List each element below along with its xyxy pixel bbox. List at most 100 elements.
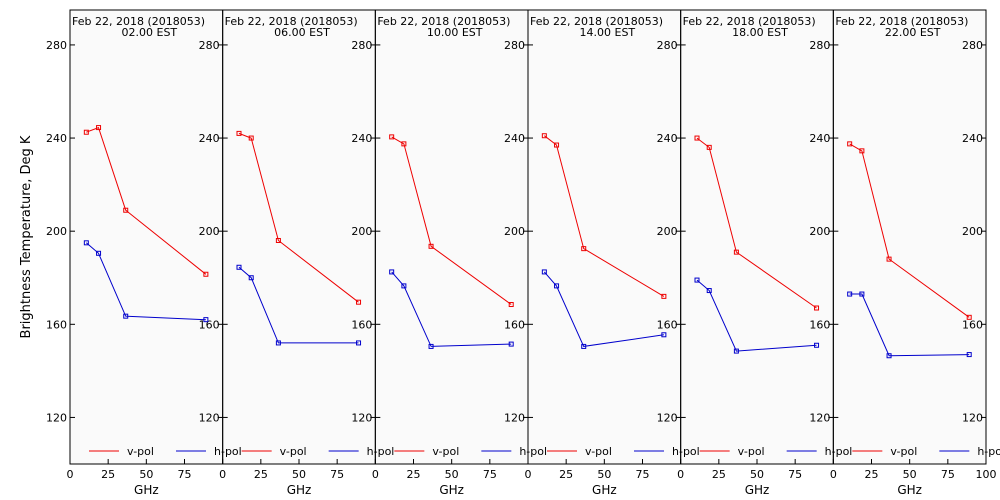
- y-tick-label: 120: [504, 411, 525, 424]
- y-tick-label: 200: [809, 225, 830, 238]
- y-tick-label-left: 200: [46, 225, 67, 238]
- x-axis-label: GHz: [897, 483, 922, 497]
- legend-label-v-pol: v-pol: [432, 445, 459, 458]
- y-tick-label: 160: [962, 318, 983, 331]
- legend-label-v-pol: v-pol: [280, 445, 307, 458]
- data-point-v-pol: [356, 299, 362, 305]
- y-tick-label: 280: [657, 39, 678, 52]
- series-line-v-pol: [543, 135, 665, 297]
- data-point-v-pol: [814, 305, 820, 311]
- x-tick-label: 0: [219, 468, 226, 481]
- x-tick-label: 75: [178, 468, 192, 481]
- panel-2: Feb 22, 2018 (2018053)06.00 EST 120 160 200…: [219, 9, 394, 497]
- data-point-h-pol: [706, 288, 712, 294]
- data-point-v-pol: [248, 135, 254, 141]
- series-line-v-pol: [849, 143, 970, 318]
- y-tick-label: 160: [504, 318, 525, 331]
- y-tick-label: 200: [351, 225, 372, 238]
- x-tick-label: 75: [483, 468, 497, 481]
- data-point-v-pol: [541, 133, 547, 139]
- x-tick-label: 75: [941, 468, 955, 481]
- x-tick-label: 75: [330, 468, 344, 481]
- data-point-h-pol: [96, 250, 102, 256]
- panel-6: Feb 22, 2018 (2018053)22.00 EST 120 160 200…: [830, 9, 1000, 497]
- data-point-h-pol: [581, 343, 587, 349]
- y-tick-label: 240: [504, 132, 525, 145]
- data-point-h-pol: [248, 275, 254, 281]
- x-tick-label: 0: [525, 468, 532, 481]
- data-point-v-pol: [428, 243, 434, 249]
- y-tick-label: 120: [657, 411, 678, 424]
- y-tick-label: 240: [809, 132, 830, 145]
- data-point-v-pol: [401, 141, 407, 147]
- data-point-v-pol: [508, 302, 514, 308]
- series-line-h-pol: [238, 266, 359, 344]
- data-point-h-pol: [123, 313, 129, 319]
- y-tick-label-left: 160: [46, 318, 67, 331]
- data-point-v-pol: [96, 125, 102, 131]
- data-point-v-pol: [389, 134, 395, 140]
- panel-title: Feb 22, 2018 (2018053): [835, 15, 968, 28]
- y-axis-label: Brightness Temperature, Deg K: [19, 135, 34, 338]
- legend-label-h-pol: h-pol: [825, 445, 853, 458]
- legend-label-h-pol: h-pol: [214, 445, 242, 458]
- x-tick-label: 50: [139, 468, 153, 481]
- data-point-h-pol: [428, 343, 434, 349]
- data-point-v-pol: [83, 129, 89, 135]
- series-line-h-pol: [85, 242, 206, 321]
- legend-label-v-pol: v-pol: [890, 445, 917, 458]
- panel-title: Feb 22, 2018 (2018053): [530, 15, 663, 28]
- y-tick-label-left: 280: [46, 39, 67, 52]
- panel-time: 14.00 EST: [580, 26, 636, 39]
- y-tick-label: 240: [962, 132, 983, 145]
- data-point-v-pol: [886, 256, 892, 262]
- series-line-h-pol: [849, 293, 970, 357]
- series-line-v-pol: [86, 126, 207, 275]
- x-axis-label: GHz: [287, 483, 312, 497]
- y-tick-label: 240: [657, 132, 678, 145]
- panel-title: Feb 22, 2018 (2018053): [72, 15, 205, 28]
- data-point-v-pol: [275, 237, 281, 243]
- x-tick-label: 25: [101, 468, 115, 481]
- x-tick-label: 0: [677, 468, 684, 481]
- data-point-v-pol: [661, 293, 667, 299]
- legend-label-v-pol: v-pol: [738, 445, 765, 458]
- y-tick-label: 280: [199, 39, 220, 52]
- legend-label-h-pol: h-pol: [519, 445, 547, 458]
- x-tick-label: 25: [865, 468, 879, 481]
- y-tick-label: 120: [809, 411, 830, 424]
- panel-time: 18.00 EST: [732, 26, 788, 39]
- data-point-h-pol: [508, 341, 514, 347]
- data-point-h-pol: [554, 283, 560, 289]
- data-point-v-pol: [203, 271, 209, 277]
- x-axis-label: GHz: [134, 483, 159, 497]
- x-tick-label: 0: [372, 468, 379, 481]
- data-point-h-pol: [236, 264, 242, 270]
- data-point-v-pol: [581, 246, 587, 252]
- panel-3: Feb 22, 2018 (2018053)10.00 EST 120 160 200…: [372, 9, 547, 497]
- y-tick-label: 160: [199, 318, 220, 331]
- x-tick-label: 0: [830, 468, 837, 481]
- x-tick-label: 25: [559, 468, 573, 481]
- x-tick-label: 50: [292, 468, 306, 481]
- y-tick-label: 280: [351, 39, 372, 52]
- y-tick-label: 200: [962, 225, 983, 238]
- y-tick-label: 280: [809, 39, 830, 52]
- data-point-h-pol: [847, 291, 853, 297]
- panel-title: Feb 22, 2018 (2018053): [225, 15, 358, 28]
- y-tick-label: 240: [351, 132, 372, 145]
- panel-1: Feb 22, 2018 (2018053)02.00 EST 120 160 200…: [67, 9, 242, 497]
- data-point-v-pol: [847, 141, 853, 147]
- data-point-v-pol: [236, 130, 242, 136]
- x-axis-label: GHz: [439, 483, 464, 497]
- y-tick-label-left: 120: [46, 411, 67, 424]
- panel-title: Feb 22, 2018 (2018053): [377, 15, 510, 28]
- panel-time: 02.00 EST: [122, 26, 178, 39]
- panel-time: 06.00 EST: [274, 26, 330, 39]
- y-tick-label-left: 240: [46, 132, 67, 145]
- legend-label-h-pol: h-pol: [672, 445, 700, 458]
- data-point-h-pol: [661, 332, 667, 338]
- y-tick-label: 160: [657, 318, 678, 331]
- x-tick-label: 50: [445, 468, 459, 481]
